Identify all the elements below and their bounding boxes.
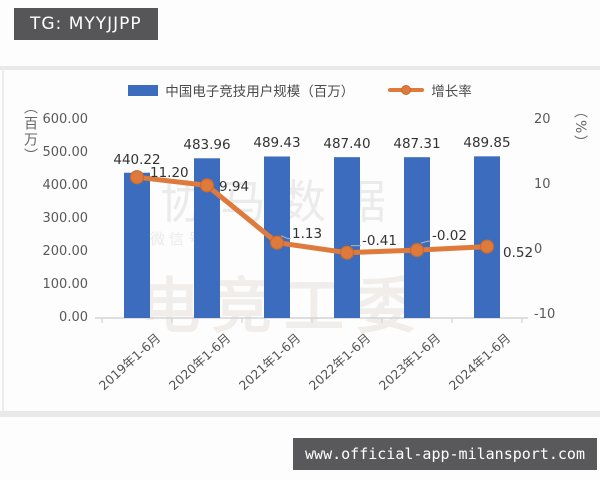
y-axis-tick-label: 200.00 xyxy=(42,244,89,259)
growth-point-2023年1-6月[interactable] xyxy=(409,243,425,258)
label-leader-line xyxy=(420,240,431,244)
right-axis-unit: （%） xyxy=(572,104,588,152)
y2-axis-tick-label: 10 xyxy=(534,177,551,192)
growth-point-2022年1-6月[interactable] xyxy=(339,245,355,260)
bar-value-label: 487.40 xyxy=(323,136,371,153)
bar-2024年1-6月[interactable] xyxy=(474,156,500,318)
growth-point-2020年1-6月[interactable] xyxy=(199,178,215,193)
bar-2022年1-6月[interactable] xyxy=(334,157,360,318)
line-value-label: 11.20 xyxy=(150,165,189,182)
bar-value-label: 440.22 xyxy=(113,151,161,168)
y2-axis-tick-label: 20 xyxy=(534,112,551,127)
y-axis-tick-label: 400.00 xyxy=(42,178,89,193)
bar-value-label: 489.85 xyxy=(463,135,511,152)
growth-point-2024年1-6月[interactable] xyxy=(479,239,495,254)
growth-rate-line xyxy=(134,174,490,256)
line-series-swatch xyxy=(388,85,425,95)
y2-axis-tick-label: -10 xyxy=(534,307,556,322)
y-axis-tick-label: 100.00 xyxy=(42,277,89,292)
y-axis-tick-label: 300.00 xyxy=(42,211,89,226)
line-series-marker-icon xyxy=(401,85,412,95)
url-watermark-badge: www.official-app-milansport.com xyxy=(293,438,597,470)
bar-2023年1-6月[interactable] xyxy=(404,157,430,318)
bar-value-label: 489.43 xyxy=(253,135,301,152)
bar-series-swatch xyxy=(128,84,159,96)
legend-item-growth-rate[interactable]: 增长率 xyxy=(388,80,472,100)
y-axis-tick-label: 0.00 xyxy=(59,310,88,325)
growth-point-2021年1-6月[interactable] xyxy=(269,235,285,250)
y-axis-tick-label: 500.00 xyxy=(42,145,89,160)
growth-point-2019年1-6月[interactable] xyxy=(129,170,145,185)
legend-item-user-scale[interactable]: 中国电子竞技用户规模（百万） xyxy=(128,80,354,100)
line-value-label: 1.13 xyxy=(292,225,323,242)
line-value-label: -0.41 xyxy=(362,232,397,249)
y2-axis-tick-label: 0 xyxy=(534,242,543,257)
left-axis-unit: （百万） xyxy=(22,100,38,164)
chart-legend: 中国电子竞技用户规模（百万） 增长率 xyxy=(0,80,600,100)
bar-value-label: 487.31 xyxy=(393,136,441,153)
line-value-label: 0.52 xyxy=(503,244,534,261)
y-axis-tick-label: 600.00 xyxy=(42,112,89,127)
bar-2019年1-6月[interactable] xyxy=(124,172,150,318)
legend-label-growth-rate: 增长率 xyxy=(431,84,472,100)
card-bottom-divider xyxy=(0,411,600,417)
tg-watermark-badge: TG: MYYJJPP xyxy=(14,8,158,40)
label-leader-line xyxy=(280,235,291,240)
bar-value-label: 483.96 xyxy=(183,137,231,154)
legend-label-user-scale: 中国电子竞技用户规模（百万） xyxy=(165,84,355,100)
line-value-label: -0.02 xyxy=(432,228,467,245)
card-top-divider xyxy=(0,66,600,70)
card-left-divider xyxy=(2,66,4,417)
line-value-label: 9.94 xyxy=(219,179,250,196)
